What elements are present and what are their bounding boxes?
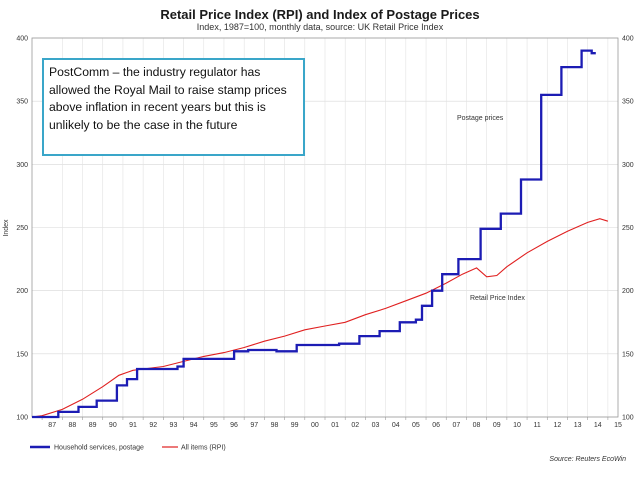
- y-tick-left: 100: [16, 415, 28, 422]
- x-tick-label: 96: [230, 422, 238, 429]
- x-tick-label: 06: [432, 422, 440, 429]
- legend-label-postage: Household services, postage: [54, 445, 144, 452]
- annotation-retail-price-index: Retail Price Index: [470, 295, 525, 302]
- annotation-postage-prices: Postage prices: [457, 115, 504, 122]
- x-tick-label: 07: [452, 422, 460, 429]
- chart-subtitle: Index, 1987=100, monthly data, source: U…: [197, 22, 444, 32]
- x-tick-label: 00: [311, 422, 319, 429]
- y-tick-left: 300: [16, 162, 28, 169]
- y-tick-right: 300: [622, 162, 634, 169]
- x-tick-label: 09: [493, 422, 501, 429]
- x-tick-label: 89: [89, 422, 97, 429]
- x-tick-label: 11: [534, 422, 541, 429]
- y-tick-left: 350: [16, 99, 28, 106]
- x-tick-label: 99: [291, 422, 299, 429]
- y-tick-right: 400: [622, 36, 634, 43]
- x-axis: 87 88 89 90 91 92 93 94 95 96 97 98 99 00 01 02 03 04 05 06…: [41, 417, 622, 429]
- y-tick-right: 250: [622, 225, 634, 232]
- x-tick-label: 95: [210, 422, 218, 429]
- x-tick-label: 13: [574, 422, 582, 429]
- x-tick-label: 03: [372, 422, 380, 429]
- x-tick-label: 93: [170, 422, 178, 429]
- series-line-rpi: [31, 218, 609, 418]
- x-tick-label: 87: [48, 422, 56, 429]
- x-tick-label: 91: [129, 422, 137, 429]
- x-tick-label: 05: [412, 422, 420, 429]
- y-tick-left: 250: [16, 225, 28, 232]
- x-tick-label: 12: [553, 422, 561, 429]
- y-axis-right: 100 150 200 250 300 350 400: [622, 36, 634, 422]
- x-tick-label: 98: [271, 422, 279, 429]
- series-line-postage: [32, 49, 596, 419]
- x-tick-label: 04: [392, 422, 400, 429]
- x-tick-label: 02: [351, 422, 359, 429]
- x-tick-label: 14: [594, 422, 602, 429]
- x-tick-label: 10: [513, 422, 521, 429]
- legend-label-rpi: All items (RPI): [181, 445, 226, 452]
- source-note: Source: Reuters EcoWin: [549, 456, 626, 463]
- x-tick-label: 15: [614, 422, 622, 429]
- y-axis-left: 100 150 200 250 300 350 400: [16, 36, 28, 422]
- x-tick-label: 08: [473, 422, 481, 429]
- y-tick-right: 150: [622, 351, 634, 358]
- x-tick-label: 92: [149, 422, 157, 429]
- y-tick-left: 400: [16, 36, 28, 43]
- callout-box: PostComm – the industry regulator has al…: [42, 58, 305, 156]
- y-tick-right: 200: [622, 288, 634, 295]
- x-tick-label: 97: [250, 422, 258, 429]
- x-tick-label: 94: [190, 422, 198, 429]
- chart-title: Retail Price Index (RPI) and Index of Po…: [160, 7, 479, 22]
- y-axis-label: Index: [3, 219, 10, 237]
- y-tick-right: 350: [622, 99, 634, 106]
- x-tick-label: 01: [331, 422, 339, 429]
- series-layer: [31, 49, 609, 419]
- y-tick-right: 100: [622, 415, 634, 422]
- y-tick-left: 150: [16, 351, 28, 358]
- x-tick-label: 88: [69, 422, 77, 429]
- y-tick-left: 200: [16, 288, 28, 295]
- x-tick-label: 90: [109, 422, 117, 429]
